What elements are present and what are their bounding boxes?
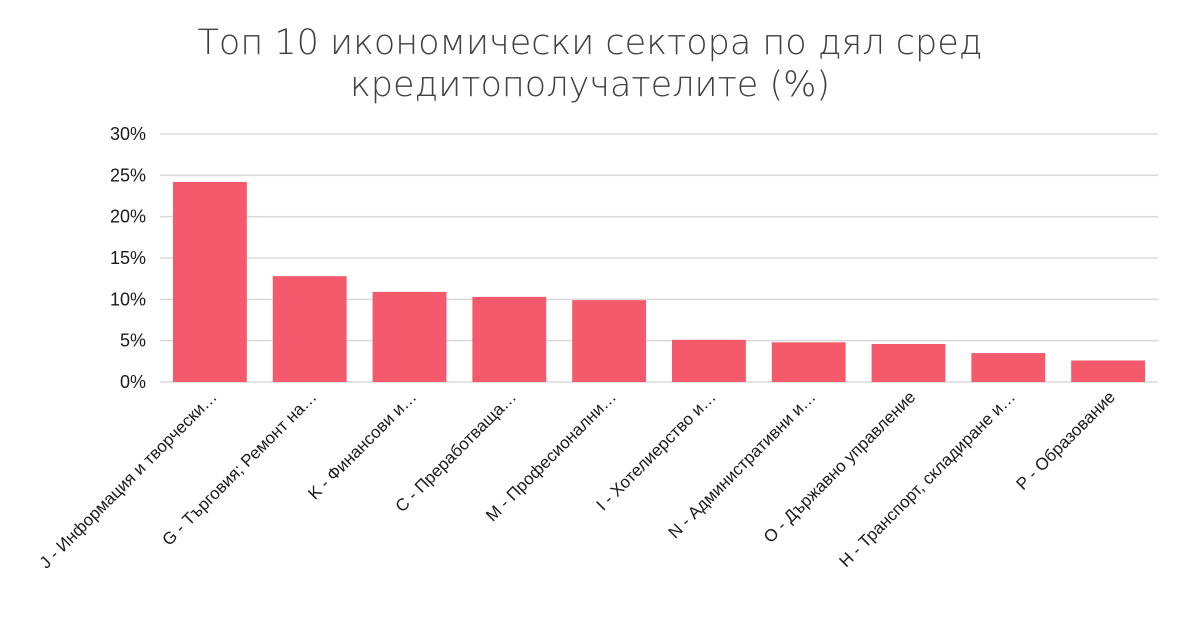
y-axis-tick-labels: 0% 5% 10% 15% 20% 25% 30% [110, 124, 146, 392]
x-axis-category-labels: J - Информация и творчески…G - Търговия;… [36, 387, 1119, 572]
bar [172, 181, 247, 382]
bar [971, 353, 1046, 382]
x-category-label: J - Информация и творчески… [36, 387, 221, 572]
x-category-label: H - Транспорт, складиране и… [836, 387, 1020, 571]
y-tick-label: 15% [110, 248, 146, 268]
x-category-label: P - Образование [1012, 387, 1118, 493]
bar [1071, 360, 1146, 382]
bar [871, 343, 946, 382]
bars [172, 181, 1146, 382]
y-tick-label: 30% [110, 124, 146, 144]
y-tick-label: 5% [120, 331, 146, 351]
y-tick-label: 10% [110, 289, 146, 309]
y-tick-label: 25% [110, 165, 146, 185]
bar [272, 276, 347, 382]
bar [671, 339, 746, 382]
bar [472, 296, 547, 382]
bar [572, 300, 647, 382]
x-category-label: K - Финансови и… [304, 387, 420, 503]
bar [372, 291, 447, 382]
chart-title: Топ 10 икономически сектора по дял сред … [140, 22, 1040, 106]
bar [771, 342, 846, 382]
y-tick-label: 0% [120, 372, 146, 392]
chart-title-line-2: кредитополучателите (%) [349, 65, 831, 105]
y-tick-label: 20% [110, 207, 146, 227]
chart-title-line-1: Топ 10 икономически сектора по дял сред [197, 23, 983, 63]
